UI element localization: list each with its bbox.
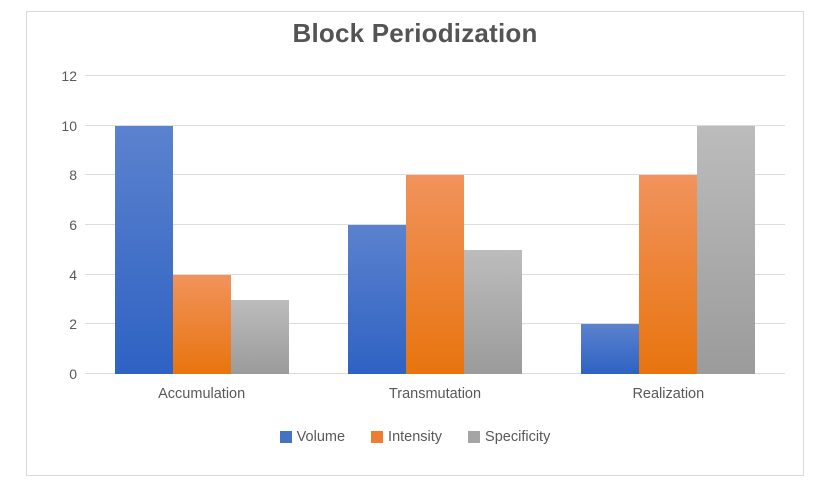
plot-area: 0 2 4 6 8 10 12	[61, 68, 785, 382]
legend-item-intensity: Intensity	[371, 429, 442, 445]
gridline-y-8	[85, 174, 785, 176]
bar-specificity-transmutation	[463, 249, 522, 374]
legend-item-specificity: Specificity	[468, 429, 550, 445]
x-axis-label-accumulation: Accumulation	[158, 386, 246, 402]
bar-volume-transmutation	[347, 225, 406, 374]
bar-group-accumulation	[85, 76, 318, 374]
bar-intensity-transmutation	[405, 175, 464, 374]
legend-label-volume: Volume	[296, 429, 346, 445]
bar-intensity-realization	[639, 175, 698, 374]
legend-marker-specificity	[468, 431, 481, 443]
legend-label-specificity: Specificity	[485, 429, 551, 445]
gridline-y-10	[85, 124, 785, 126]
y-tick-label-12: 12	[61, 68, 77, 84]
bar-specificity-realization	[697, 125, 756, 374]
y-tick-label-2: 2	[69, 316, 77, 333]
bar-volume-accumulation	[114, 125, 173, 374]
y-tick-label-0: 0	[69, 366, 77, 382]
legend-marker-volume	[279, 431, 292, 443]
legend-item-volume: Volume	[279, 429, 346, 445]
bar-specificity-accumulation	[230, 299, 289, 374]
x-axis-label-transmutation: Transmutation	[388, 386, 482, 402]
bar-groups	[85, 76, 785, 374]
bar-group-transmutation	[318, 76, 551, 374]
x-axis-label-realization: Realization	[632, 386, 705, 402]
y-tick-label-6: 6	[69, 217, 77, 233]
bar-intensity-accumulation	[172, 274, 231, 374]
legend: Volume Intensity Specificity	[27, 429, 803, 445]
x-axis-labels: Accumulation Transmutation Realization	[85, 386, 785, 402]
bar-group-realization	[552, 76, 785, 374]
y-tick-label-4: 4	[69, 266, 77, 283]
y-tick-label-8: 8	[69, 167, 77, 184]
legend-label-intensity: Intensity	[388, 429, 443, 445]
bar-volume-realization	[581, 324, 640, 374]
chart-title: Block Periodization	[292, 18, 538, 48]
y-tick-label-10: 10	[61, 117, 77, 134]
chart-container: Block Periodization 0 2 4 6 8 10 12 Accumulati…	[26, 11, 804, 476]
gridline-y-12	[85, 75, 785, 76]
legend-marker-intensity	[371, 431, 384, 443]
